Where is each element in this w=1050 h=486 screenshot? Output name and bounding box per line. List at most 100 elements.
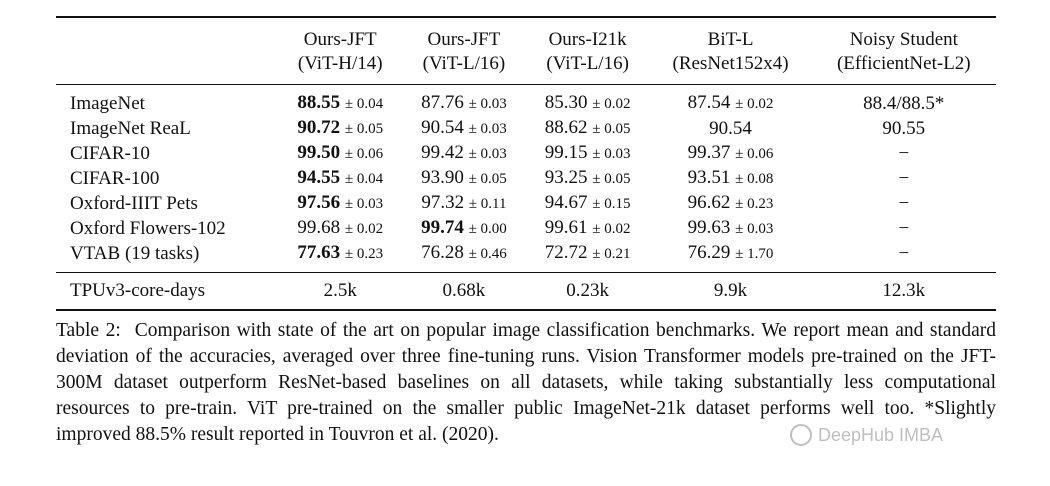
table-cell: − [812, 191, 996, 216]
cell-value: 76.28 [421, 242, 464, 263]
cell-value: 97.32 [421, 192, 465, 213]
cell-value: 99.15 [544, 142, 588, 163]
table-row: CIFAR-10 99.50 ± 0.06 99.42 ± 0.03 99.15 ± … [56, 141, 996, 166]
results-table: Ours-JFT (ViT-H/14) Ours-JFT (ViT-L/16) Ours… [56, 16, 996, 311]
footer-cell: 2.5k [323, 280, 357, 301]
cell-value: 97.56 [297, 192, 341, 213]
table-row: Oxford-IIIT Pets 97.56 ± 0.03 97.32 ± 0.11… [56, 191, 996, 216]
table-cell: 90.72 ± 0.05 [278, 116, 402, 141]
row-label: CIFAR-10 [70, 142, 150, 164]
row-label: ImageNet ReaL [70, 117, 191, 139]
cell-value: 99.37 [687, 142, 731, 163]
cell-value: 93.25 [544, 167, 588, 188]
footer-cell: 12.3k [882, 280, 926, 301]
table-cell: 99.63 ± 0.03 [649, 216, 811, 241]
cell-value: 99.63 [687, 217, 731, 238]
cell-value: 93.51 [687, 167, 731, 188]
row-label: Oxford Flowers-102 [70, 217, 226, 239]
header-cell: Noisy Student (EfficientNet-L2) [812, 17, 996, 85]
cell-value: 88.55 [297, 92, 341, 113]
footer-cell: 9.9k [713, 280, 748, 301]
cell-value: 99.61 [544, 217, 588, 238]
cell-value: − [898, 167, 910, 189]
table-cell: 99.68 ± 0.02 [278, 216, 402, 241]
table-cell: 88.55 ± 0.04 [278, 85, 402, 117]
table-cell: 99.74 ± 0.00 [402, 216, 526, 241]
cell-value: 94.55 [297, 167, 341, 188]
table-cell: 93.90 ± 0.05 [402, 166, 526, 191]
cell-std-dev: ± 0.03 [592, 146, 631, 162]
cell-value: 99.42 [421, 142, 464, 163]
table-cell: 97.56 ± 0.03 [278, 191, 402, 216]
cell-std-dev: ± 0.02 [735, 96, 774, 112]
cell-std-dev: ± 0.06 [735, 146, 774, 162]
cell-std-dev: ± 0.03 [468, 146, 507, 162]
watermark-text: DeepHub IMBA [818, 424, 944, 445]
cell-std-dev: ± 0.23 [344, 246, 384, 262]
table-row: Oxford Flowers-102 99.68 ± 0.02 99.74 ± 0.… [56, 216, 996, 241]
cell-std-dev: ± 0.11 [468, 196, 507, 212]
table-cell: 87.54 ± 0.02 [649, 85, 811, 117]
cell-value: 72.72 [544, 242, 588, 263]
table-cell: 72.72 ± 0.21 [526, 241, 650, 273]
table-cell: − [812, 141, 996, 166]
table-caption: Table 2: Comparison with state of the art… [56, 318, 996, 448]
cell-std-dev: ± 0.02 [592, 96, 631, 112]
cell-value: 90.72 [297, 117, 341, 138]
cell-std-dev: ± 0.04 [344, 96, 384, 112]
table-cell: 77.63 ± 0.23 [278, 241, 402, 273]
results-table-container: Ours-JFT (ViT-H/14) Ours-JFT (ViT-L/16) Ours… [56, 16, 996, 311]
header-cell: BiT-L (ResNet152x4) [649, 17, 811, 85]
header-model-name: Ours-I21k [548, 29, 627, 50]
table-cell: 90.54 ± 0.03 [402, 116, 526, 141]
table-cell: 94.67 ± 0.15 [526, 191, 650, 216]
cell-std-dev: ± 0.05 [592, 121, 631, 137]
cell-value: 96.62 [687, 192, 731, 213]
cell-std-dev: ± 0.02 [344, 221, 384, 237]
header-row: Ours-JFT (ViT-H/14) Ours-JFT (ViT-L/16) Ours… [56, 17, 996, 85]
header-cell: Ours-I21k (ViT-L/16) [526, 17, 650, 85]
table-cell: 93.51 ± 0.08 [649, 166, 811, 191]
cell-std-dev: ± 0.23 [735, 196, 774, 212]
table-cell: − [812, 216, 996, 241]
table-cell: 99.61 ± 0.02 [526, 216, 650, 241]
cell-std-dev: ± 0.00 [468, 221, 507, 237]
cell-std-dev: ± 0.05 [468, 171, 507, 187]
cell-std-dev: ± 0.05 [592, 171, 631, 187]
cell-std-dev: ± 0.04 [344, 171, 384, 187]
table-cell: − [812, 241, 996, 273]
cell-value: 90.55 [882, 117, 926, 139]
header-model-name: Ours-JFT [303, 29, 377, 50]
header-model-name: Noisy Student [849, 29, 958, 50]
header-architecture: (ResNet152x4) [672, 53, 789, 74]
watermark: DeepHub IMBA [790, 424, 943, 446]
cell-std-dev: ± 0.06 [344, 146, 384, 162]
cell-value: 90.54 [421, 117, 464, 138]
table-cell: 88.4/88.5* [812, 85, 996, 117]
table-cell: 94.55 ± 0.04 [278, 166, 402, 191]
footer-cell: 0.23k [566, 280, 609, 301]
cell-std-dev: ± 0.15 [592, 196, 631, 212]
cell-value: − [898, 242, 910, 264]
caption-text: Comparison with state of the art on popu… [56, 320, 996, 445]
header-model-name: Ours-JFT [427, 29, 501, 50]
cell-value: 99.74 [421, 217, 464, 238]
cell-value: 87.76 [421, 92, 464, 113]
header-model-name: BiT-L [707, 29, 754, 50]
table-cell: 97.32 ± 0.11 [402, 191, 526, 216]
cell-value: 77.63 [297, 242, 341, 263]
table-cell: 93.25 ± 0.05 [526, 166, 650, 191]
cell-std-dev: ± 0.02 [592, 221, 631, 237]
cell-value: 94.67 [544, 192, 588, 213]
header-cell: Ours-JFT (ViT-H/14) [278, 17, 402, 85]
header-architecture: (EfficientNet-L2) [836, 53, 971, 74]
cell-std-dev: ± 0.03 [468, 121, 507, 137]
row-label: VTAB (19 tasks) [70, 242, 200, 264]
cell-value: 88.62 [544, 117, 588, 138]
table-row: ImageNet ReaL 90.72 ± 0.05 90.54 ± 0.03 88.… [56, 116, 996, 141]
header-architecture: (ViT-L/16) [422, 53, 506, 74]
header-architecture: (ViT-L/16) [546, 53, 629, 74]
table-cell: 76.28 ± 0.46 [402, 241, 526, 273]
cell-std-dev: ± 0.05 [344, 121, 384, 137]
table-cell: 85.30 ± 0.02 [526, 85, 650, 117]
